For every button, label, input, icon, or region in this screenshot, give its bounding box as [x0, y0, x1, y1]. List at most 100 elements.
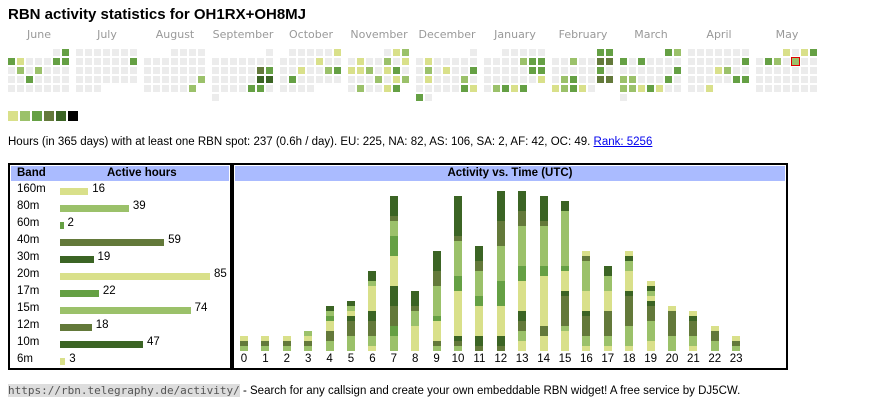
day-cell[interactable] — [783, 49, 790, 56]
day-cell[interactable] — [144, 58, 151, 65]
day-cell[interactable] — [520, 58, 527, 65]
day-cell[interactable] — [715, 67, 722, 74]
day-cell[interactable] — [520, 67, 527, 74]
day-cell[interactable] — [298, 67, 305, 74]
day-cell[interactable] — [529, 49, 536, 56]
day-cell[interactable] — [348, 58, 355, 65]
day-cell[interactable] — [620, 85, 627, 92]
day-cell[interactable] — [697, 58, 704, 65]
day-cell[interactable] — [561, 58, 568, 65]
day-cell[interactable] — [484, 58, 491, 65]
day-cell[interactable] — [715, 49, 722, 56]
day-cell[interactable] — [266, 49, 273, 56]
day-cell[interactable] — [756, 85, 763, 92]
day-cell[interactable] — [316, 58, 323, 65]
day-cell[interactable] — [121, 67, 128, 74]
day-cell[interactable] — [765, 76, 772, 83]
day-cell[interactable] — [629, 85, 636, 92]
day-cell[interactable] — [171, 85, 178, 92]
day-cell[interactable] — [791, 57, 800, 66]
day-cell[interactable] — [144, 85, 151, 92]
day-cell[interactable] — [810, 49, 817, 56]
day-cell[interactable] — [665, 76, 672, 83]
day-cell[interactable] — [393, 85, 400, 92]
day-cell[interactable] — [665, 58, 672, 65]
day-cell[interactable] — [620, 94, 627, 101]
day-cell[interactable] — [774, 76, 781, 83]
day-cell[interactable] — [280, 58, 287, 65]
day-cell[interactable] — [162, 76, 169, 83]
day-cell[interactable] — [325, 67, 332, 74]
day-cell[interactable] — [529, 67, 536, 74]
day-cell[interactable] — [606, 49, 613, 56]
day-cell[interactable] — [597, 49, 604, 56]
day-cell[interactable] — [520, 85, 527, 92]
day-cell[interactable] — [348, 85, 355, 92]
day-cell[interactable] — [742, 58, 749, 65]
day-cell[interactable] — [280, 76, 287, 83]
day-cell[interactable] — [570, 85, 577, 92]
day-cell[interactable] — [393, 49, 400, 56]
day-cell[interactable] — [121, 49, 128, 56]
day-cell[interactable] — [393, 58, 400, 65]
day-cell[interactable] — [570, 67, 577, 74]
day-cell[interactable] — [212, 85, 219, 92]
day-cell[interactable] — [402, 58, 409, 65]
day-cell[interactable] — [153, 58, 160, 65]
day-cell[interactable] — [266, 67, 273, 74]
day-cell[interactable] — [706, 76, 713, 83]
day-cell[interactable] — [552, 76, 559, 83]
day-cell[interactable] — [212, 94, 219, 101]
day-cell[interactable] — [171, 58, 178, 65]
day-cell[interactable] — [656, 67, 663, 74]
day-cell[interactable] — [724, 58, 731, 65]
day-cell[interactable] — [198, 76, 205, 83]
day-cell[interactable] — [493, 67, 500, 74]
day-cell[interactable] — [706, 67, 713, 74]
day-cell[interactable] — [461, 76, 468, 83]
day-cell[interactable] — [85, 85, 92, 92]
day-cell[interactable] — [765, 58, 772, 65]
day-cell[interactable] — [130, 76, 137, 83]
day-cell[interactable] — [688, 67, 695, 74]
day-cell[interactable] — [266, 58, 273, 65]
day-cell[interactable] — [26, 85, 33, 92]
day-cell[interactable] — [801, 67, 808, 74]
day-cell[interactable] — [393, 76, 400, 83]
day-cell[interactable] — [724, 49, 731, 56]
day-cell[interactable] — [502, 76, 509, 83]
day-cell[interactable] — [674, 58, 681, 65]
day-cell[interactable] — [715, 76, 722, 83]
day-cell[interactable] — [801, 58, 808, 65]
day-cell[interactable] — [103, 76, 110, 83]
day-cell[interactable] — [724, 67, 731, 74]
day-cell[interactable] — [289, 85, 296, 92]
day-cell[interactable] — [375, 85, 382, 92]
day-cell[interactable] — [674, 76, 681, 83]
day-cell[interactable] — [688, 76, 695, 83]
day-cell[interactable] — [697, 76, 704, 83]
day-cell[interactable] — [221, 76, 228, 83]
day-cell[interactable] — [94, 49, 101, 56]
day-cell[interactable] — [94, 85, 101, 92]
day-cell[interactable] — [257, 76, 264, 83]
day-cell[interactable] — [638, 67, 645, 74]
day-cell[interactable] — [230, 85, 237, 92]
day-cell[interactable] — [416, 85, 423, 92]
day-cell[interactable] — [76, 67, 83, 74]
day-cell[interactable] — [162, 85, 169, 92]
day-cell[interactable] — [189, 85, 196, 92]
day-cell[interactable] — [579, 85, 586, 92]
day-cell[interactable] — [85, 76, 92, 83]
day-cell[interactable] — [44, 67, 51, 74]
day-cell[interactable] — [538, 58, 545, 65]
day-cell[interactable] — [94, 58, 101, 65]
day-cell[interactable] — [588, 67, 595, 74]
day-cell[interactable] — [257, 58, 264, 65]
day-cell[interactable] — [552, 58, 559, 65]
day-cell[interactable] — [189, 58, 196, 65]
day-cell[interactable] — [289, 49, 296, 56]
day-cell[interactable] — [26, 67, 33, 74]
day-cell[interactable] — [801, 49, 808, 56]
day-cell[interactable] — [239, 58, 246, 65]
